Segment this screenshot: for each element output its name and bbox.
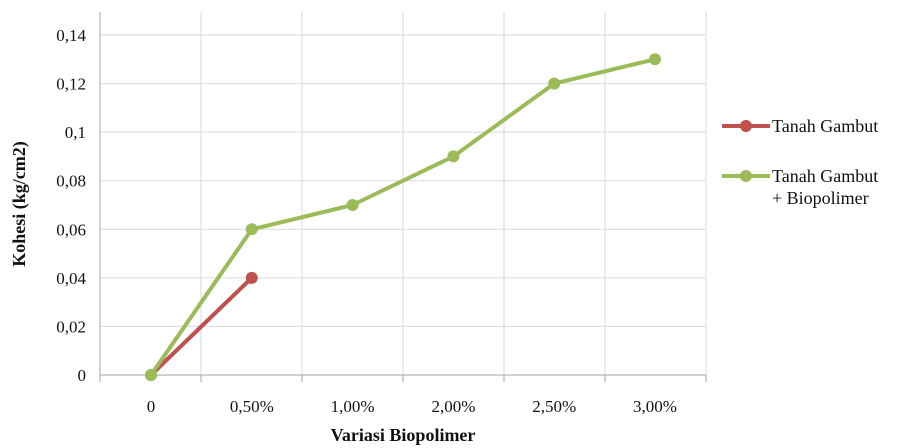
data-point <box>145 369 157 381</box>
axes <box>99 12 707 382</box>
data-point <box>548 77 561 90</box>
data-point <box>649 53 661 66</box>
y-tick-label: 0,08 <box>56 172 86 191</box>
x-tick-label: 0 <box>147 397 156 416</box>
y-tick-label: 0,02 <box>56 317 86 336</box>
legend-item-tanah-gambut: Tanah Gambut <box>722 115 878 137</box>
x-tick-label: 3,00% <box>633 397 677 416</box>
data-point <box>245 223 258 236</box>
legend-item-tanah-gambut-biopolimer: Tanah Gambut + Biopolimer <box>722 165 878 209</box>
legend-swatch-red <box>722 115 770 135</box>
y-tick-label: 0,14 <box>56 26 86 45</box>
y-tick-label: 0,12 <box>56 75 86 94</box>
y-tick-label: 0,06 <box>56 220 86 239</box>
data-point <box>447 150 460 163</box>
x-tick-label: 2,00% <box>431 397 475 416</box>
x-tick-label: 1,00% <box>331 397 375 416</box>
y-tick-label: 0,04 <box>56 269 86 288</box>
series-line <box>149 57 657 377</box>
data-point <box>346 199 359 211</box>
legend-label: Tanah Gambut <box>772 116 879 136</box>
y-tick-labels: 0 0,02 0,04 0,06 0,08 0,1 0,12 0,14 <box>56 26 86 385</box>
y-tick-label: 0,1 <box>65 123 86 142</box>
series-lines <box>145 53 661 381</box>
x-tick-label: 0,50% <box>230 397 274 416</box>
y-tick-label: 0 <box>78 366 87 385</box>
data-point <box>245 271 258 284</box>
legend-label: Tanah Gambut + Biopolimer <box>772 166 879 208</box>
series-line <box>149 275 254 377</box>
x-tick-labels: 0 0,50% 1,00% 2,00% 2,50% 3,00% <box>147 397 677 416</box>
legend: Tanah Gambut Tanah Gambut + Biopolimer <box>722 115 878 237</box>
series-1 <box>145 53 661 381</box>
x-axis-title: Variasi Biopolimer <box>331 425 476 445</box>
legend-swatch-green <box>722 165 770 185</box>
y-axis-title: Kohesi (kg/cm2) <box>9 141 30 267</box>
x-tick-label: 2,50% <box>532 397 576 416</box>
grid-lines <box>100 12 707 382</box>
